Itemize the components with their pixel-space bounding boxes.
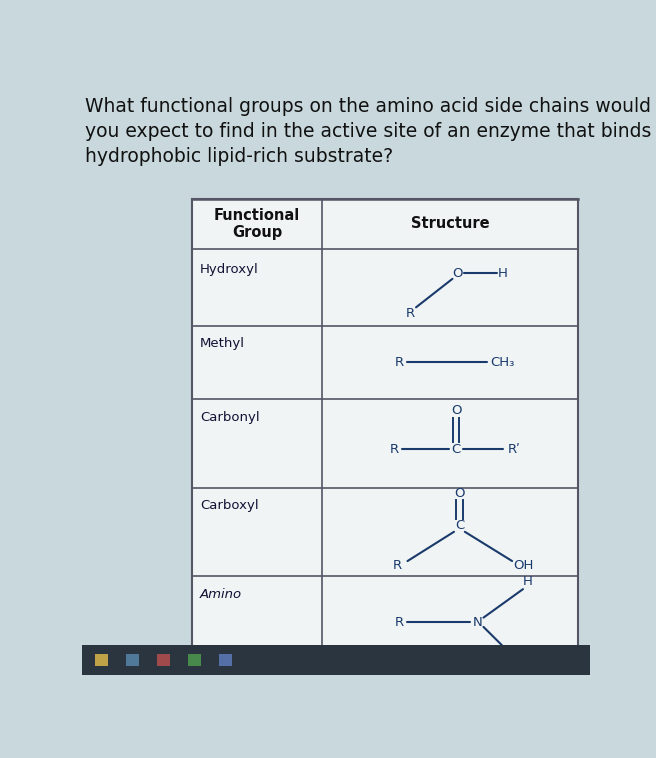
Text: N: N bbox=[472, 615, 482, 628]
Text: H: H bbox=[498, 267, 508, 280]
Text: OH: OH bbox=[513, 559, 533, 572]
Text: C: C bbox=[452, 443, 461, 456]
Text: O: O bbox=[451, 405, 462, 418]
Bar bbox=[157, 654, 169, 666]
Text: Functional
Group: Functional Group bbox=[214, 208, 300, 240]
Text: What functional groups on the amino acid side chains would
you expect to find in: What functional groups on the amino acid… bbox=[85, 97, 651, 166]
Bar bbox=[126, 654, 138, 666]
Text: Carbonyl: Carbonyl bbox=[200, 411, 259, 424]
Text: R: R bbox=[395, 356, 404, 369]
Text: R: R bbox=[405, 307, 415, 320]
Bar bbox=[219, 654, 232, 666]
Text: Amino: Amino bbox=[200, 587, 242, 600]
Text: Hydroxyl: Hydroxyl bbox=[200, 263, 258, 276]
Text: C: C bbox=[455, 519, 464, 532]
Text: Rʹ: Rʹ bbox=[508, 443, 521, 456]
Text: O: O bbox=[453, 267, 463, 280]
Text: H: H bbox=[523, 575, 533, 588]
Text: Structure: Structure bbox=[411, 216, 489, 231]
Text: Methyl: Methyl bbox=[200, 337, 245, 350]
Bar bbox=[192, 199, 578, 661]
Bar bbox=[95, 654, 108, 666]
Text: R: R bbox=[390, 443, 399, 456]
Text: R: R bbox=[395, 615, 404, 628]
Text: H: H bbox=[515, 659, 525, 672]
Text: O: O bbox=[454, 487, 464, 500]
Text: CH₃: CH₃ bbox=[490, 356, 514, 369]
Bar bbox=[188, 654, 201, 666]
Text: Carboxyl: Carboxyl bbox=[200, 499, 258, 512]
Bar bbox=[82, 645, 590, 675]
Text: R: R bbox=[393, 559, 402, 572]
